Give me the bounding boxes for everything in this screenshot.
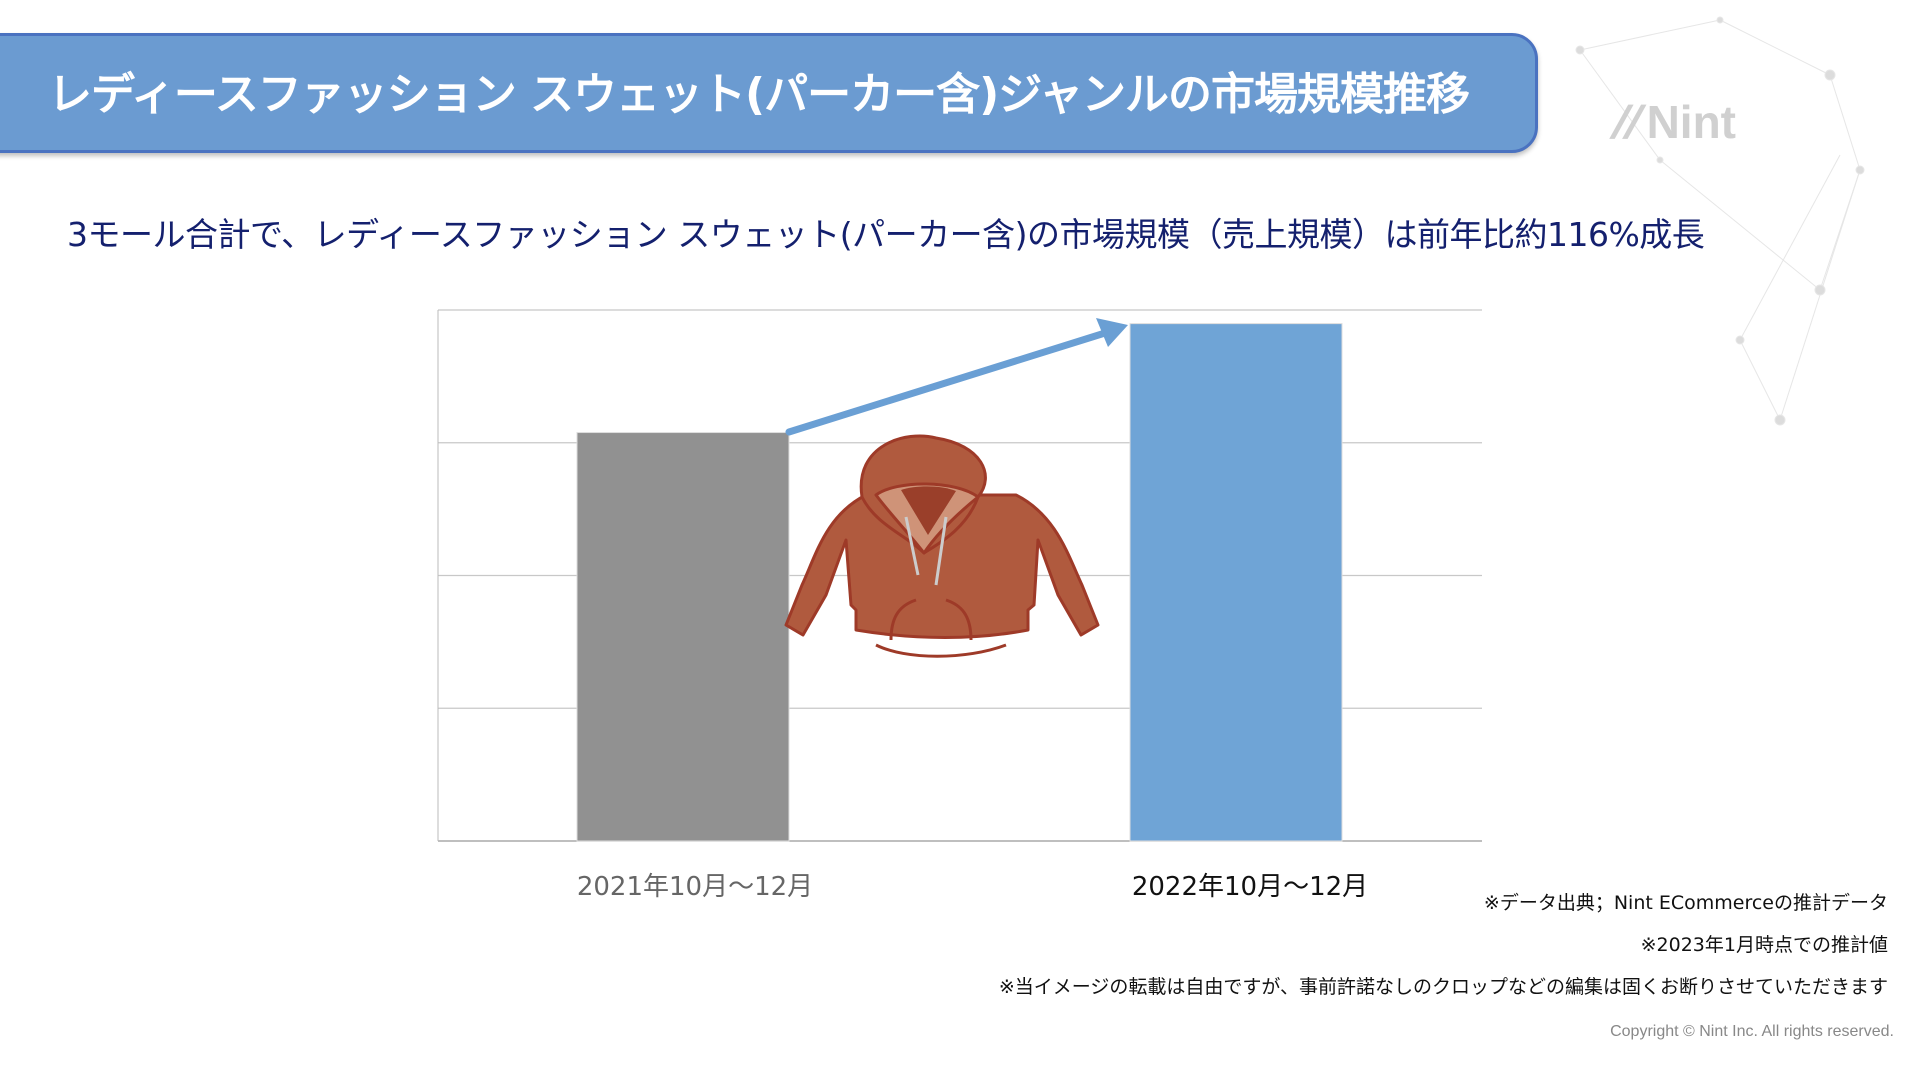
nint-logo: //Nint <box>1606 95 1736 149</box>
bar-2 <box>1129 323 1343 842</box>
footnote-source: ※データ出典；Nint ECommerceの推計データ <box>1483 892 1888 914</box>
x-tick-label: 2022年10月〜12月 <box>1131 872 1369 902</box>
copyright: Copyright © Nint Inc. All rights reserve… <box>1610 1023 1894 1040</box>
footnote-usage: ※当イメージの転載は自由ですが、事前許諾なしのクロップなどの編集は固くお断りさせ… <box>998 976 1888 998</box>
network-background-decoration <box>1575 16 1865 426</box>
chart-subtitle: 3モール合計で、レディースファッション スウェット(パーカー含)の市場規模（売上… <box>67 215 1705 254</box>
x-tick-label: 2021年10月〜12月 <box>576 872 814 902</box>
hoodie-icon <box>784 434 1100 658</box>
logo-text: Nint <box>1646 96 1736 148</box>
title-banner <box>0 33 1538 153</box>
bar-1 <box>576 432 790 842</box>
growth-arrow <box>785 318 1128 436</box>
footnote-date: ※2023年1月時点での推計値 <box>1640 934 1888 956</box>
page-title: レディースファッション スウェット(パーカー含)ジャンルの市場規模推移 <box>48 69 1470 120</box>
